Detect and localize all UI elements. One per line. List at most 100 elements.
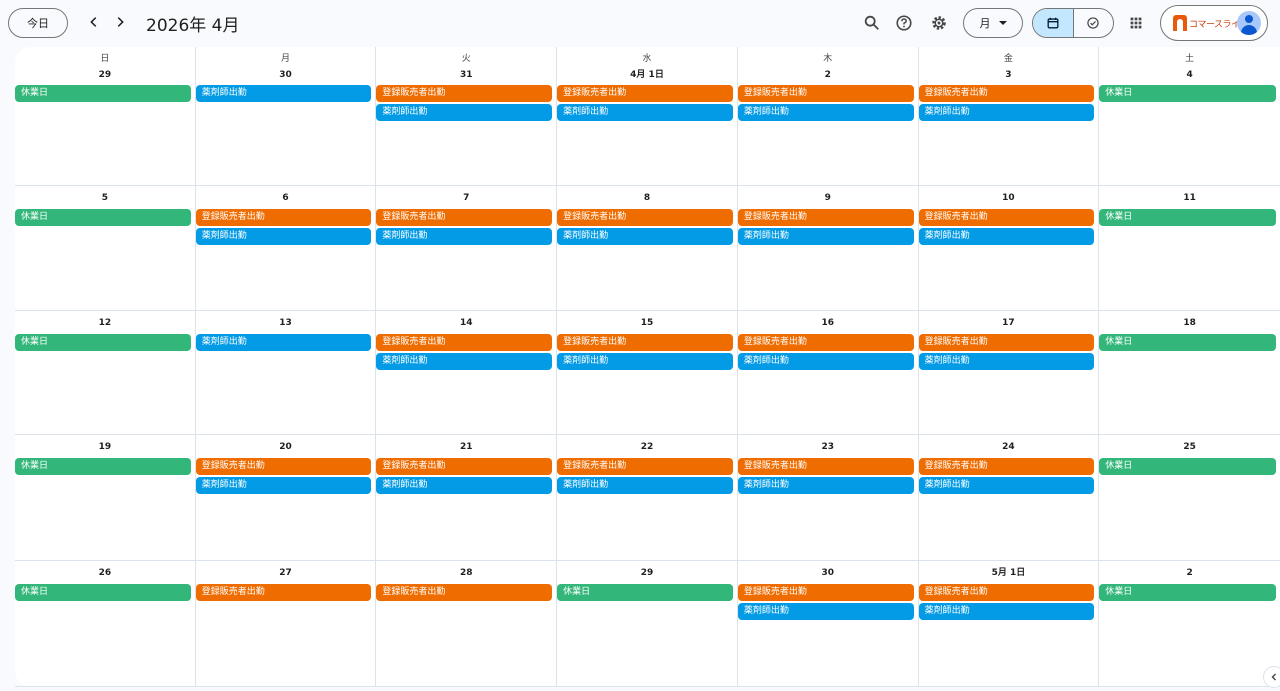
event-chip[interactable]: 登録販売者出勤	[195, 458, 372, 475]
today-button[interactable]: 今日	[8, 8, 68, 38]
event-chip[interactable]: 登録販売者出勤	[376, 209, 553, 226]
event-chip[interactable]: 薬剤師出勤	[557, 353, 733, 370]
event-chip[interactable]: 登録販売者出勤	[918, 334, 1095, 351]
day-cell[interactable]: 木 2 登録販売者出勤 薬剤師出勤	[737, 47, 919, 186]
day-number[interactable]: 31	[460, 70, 473, 80]
event-chip[interactable]: 登録販売者出勤	[195, 209, 372, 226]
day-number[interactable]: 20	[279, 442, 292, 452]
day-number[interactable]: 24	[1002, 442, 1015, 452]
prev-month-button[interactable]	[82, 10, 106, 34]
event-chip[interactable]: 休業日	[1099, 334, 1276, 351]
day-cell[interactable]: 26 休業日	[15, 561, 196, 687]
day-number[interactable]: 30	[279, 70, 292, 80]
day-number[interactable]: 19	[98, 442, 112, 452]
event-chip[interactable]: 薬剤師出勤	[918, 477, 1095, 494]
event-chip[interactable]: 登録販売者出勤	[376, 85, 553, 102]
event-chip[interactable]: 薬剤師出勤	[376, 228, 553, 245]
day-number[interactable]: 12	[98, 318, 112, 328]
day-cell[interactable]: 日 29 休業日	[15, 47, 196, 186]
day-number[interactable]: 9	[824, 193, 831, 203]
event-chip[interactable]: 薬剤師出勤	[918, 353, 1095, 370]
view-select[interactable]: 月	[963, 8, 1023, 38]
day-number[interactable]: 18	[1183, 318, 1196, 328]
day-number[interactable]: 25	[1183, 442, 1196, 452]
day-cell[interactable]: 20 登録販売者出勤 薬剤師出勤	[195, 435, 377, 561]
day-cell[interactable]: 30 登録販売者出勤 薬剤師出勤	[737, 561, 919, 687]
event-chip[interactable]: 薬剤師出勤	[376, 477, 553, 494]
day-cell[interactable]: 8 登録販売者出勤 薬剤師出勤	[557, 186, 738, 311]
day-cell[interactable]: 28 登録販売者出勤	[376, 561, 558, 687]
day-cell[interactable]: 金 3 登録販売者出勤 薬剤師出勤	[918, 47, 1100, 186]
day-cell[interactable]: 9 登録販売者出勤 薬剤師出勤	[737, 186, 919, 311]
day-cell[interactable]: 土 4 休業日	[1099, 47, 1280, 186]
event-chip[interactable]: 薬剤師出勤	[737, 104, 914, 121]
event-chip[interactable]: 登録販売者出勤	[737, 334, 914, 351]
event-chip[interactable]: 登録販売者出勤	[737, 85, 914, 102]
event-chip[interactable]: 薬剤師出勤	[195, 477, 372, 494]
day-number[interactable]: 23	[821, 442, 834, 452]
event-chip[interactable]: 登録販売者出勤	[557, 334, 733, 351]
event-chip[interactable]: 登録販売者出勤	[737, 584, 914, 601]
event-chip[interactable]: 休業日	[15, 584, 191, 601]
day-number[interactable]: 11	[1183, 193, 1196, 203]
event-chip[interactable]: 薬剤師出勤	[557, 228, 733, 245]
day-cell[interactable]: 火 31 登録販売者出勤 薬剤師出勤	[376, 47, 558, 186]
search-button[interactable]	[859, 10, 885, 36]
event-chip[interactable]: 休業日	[15, 85, 191, 102]
event-chip[interactable]: 休業日	[1099, 209, 1276, 226]
event-chip[interactable]: 登録販売者出勤	[918, 458, 1095, 475]
event-chip[interactable]: 薬剤師出勤	[737, 603, 914, 620]
day-cell[interactable]: 10 登録販売者出勤 薬剤師出勤	[918, 186, 1100, 311]
event-chip[interactable]: 薬剤師出勤	[737, 477, 914, 494]
day-cell[interactable]: 13 薬剤師出勤	[195, 311, 377, 435]
day-cell[interactable]: 7 登録販売者出勤 薬剤師出勤	[376, 186, 558, 311]
day-number[interactable]: 2	[824, 70, 831, 80]
event-chip[interactable]: 登録販売者出勤	[376, 334, 553, 351]
event-chip[interactable]: 登録販売者出勤	[376, 458, 553, 475]
event-chip[interactable]: 休業日	[15, 334, 191, 351]
account-switcher[interactable]: コマースライフ	[1160, 5, 1268, 41]
day-cell[interactable]: 21 登録販売者出勤 薬剤師出勤	[376, 435, 558, 561]
event-chip[interactable]: 薬剤師出勤	[195, 334, 372, 351]
event-chip[interactable]: 休業日	[1099, 458, 1276, 475]
settings-button[interactable]	[926, 10, 952, 36]
event-chip[interactable]: 薬剤師出勤	[737, 228, 914, 245]
help-button[interactable]	[891, 10, 917, 36]
event-chip[interactable]: 薬剤師出勤	[195, 228, 372, 245]
day-cell[interactable]: 22 登録販売者出勤 薬剤師出勤	[557, 435, 738, 561]
day-number[interactable]: 26	[98, 568, 112, 578]
day-cell[interactable]: 14 登録販売者出勤 薬剤師出勤	[376, 311, 558, 435]
day-cell[interactable]: 水 4月 1日 登録販売者出勤 薬剤師出勤	[557, 47, 738, 186]
event-chip[interactable]: 登録販売者出勤	[195, 584, 372, 601]
event-chip[interactable]: 休業日	[15, 209, 191, 226]
day-cell[interactable]: 12 休業日	[15, 311, 196, 435]
event-chip[interactable]: 薬剤師出勤	[737, 353, 914, 370]
day-number[interactable]: 16	[821, 318, 834, 328]
event-chip[interactable]: 休業日	[557, 584, 733, 601]
day-cell[interactable]: 17 登録販売者出勤 薬剤師出勤	[918, 311, 1100, 435]
day-cell[interactable]: 2 休業日	[1099, 561, 1280, 687]
day-cell[interactable]: 19 休業日	[15, 435, 196, 561]
day-cell[interactable]: 29 休業日	[557, 561, 738, 687]
day-number[interactable]: 10	[1002, 193, 1015, 203]
day-number[interactable]: 2	[1186, 568, 1193, 578]
day-number[interactable]: 29	[98, 70, 112, 80]
event-chip[interactable]: 薬剤師出勤	[376, 353, 553, 370]
day-cell[interactable]: 23 登録販売者出勤 薬剤師出勤	[737, 435, 919, 561]
day-cell[interactable]: 月 30 薬剤師出勤	[195, 47, 377, 186]
tasks-view-button[interactable]	[1074, 9, 1114, 37]
day-number[interactable]: 5月 1日	[991, 568, 1026, 578]
event-chip[interactable]: 登録販売者出勤	[737, 458, 914, 475]
day-number[interactable]: 7	[463, 193, 470, 203]
day-number[interactable]: 22	[640, 442, 654, 452]
event-chip[interactable]: 登録販売者出勤	[557, 209, 733, 226]
day-cell[interactable]: 15 登録販売者出勤 薬剤師出勤	[557, 311, 738, 435]
day-number[interactable]: 13	[279, 318, 292, 328]
day-cell[interactable]: 18 休業日	[1099, 311, 1280, 435]
day-number[interactable]: 3	[1005, 70, 1012, 80]
event-chip[interactable]: 薬剤師出勤	[557, 104, 733, 121]
event-chip[interactable]: 薬剤師出勤	[918, 104, 1095, 121]
day-cell[interactable]: 24 登録販売者出勤 薬剤師出勤	[918, 435, 1100, 561]
day-number[interactable]: 28	[460, 568, 473, 578]
event-chip[interactable]: 薬剤師出勤	[918, 228, 1095, 245]
